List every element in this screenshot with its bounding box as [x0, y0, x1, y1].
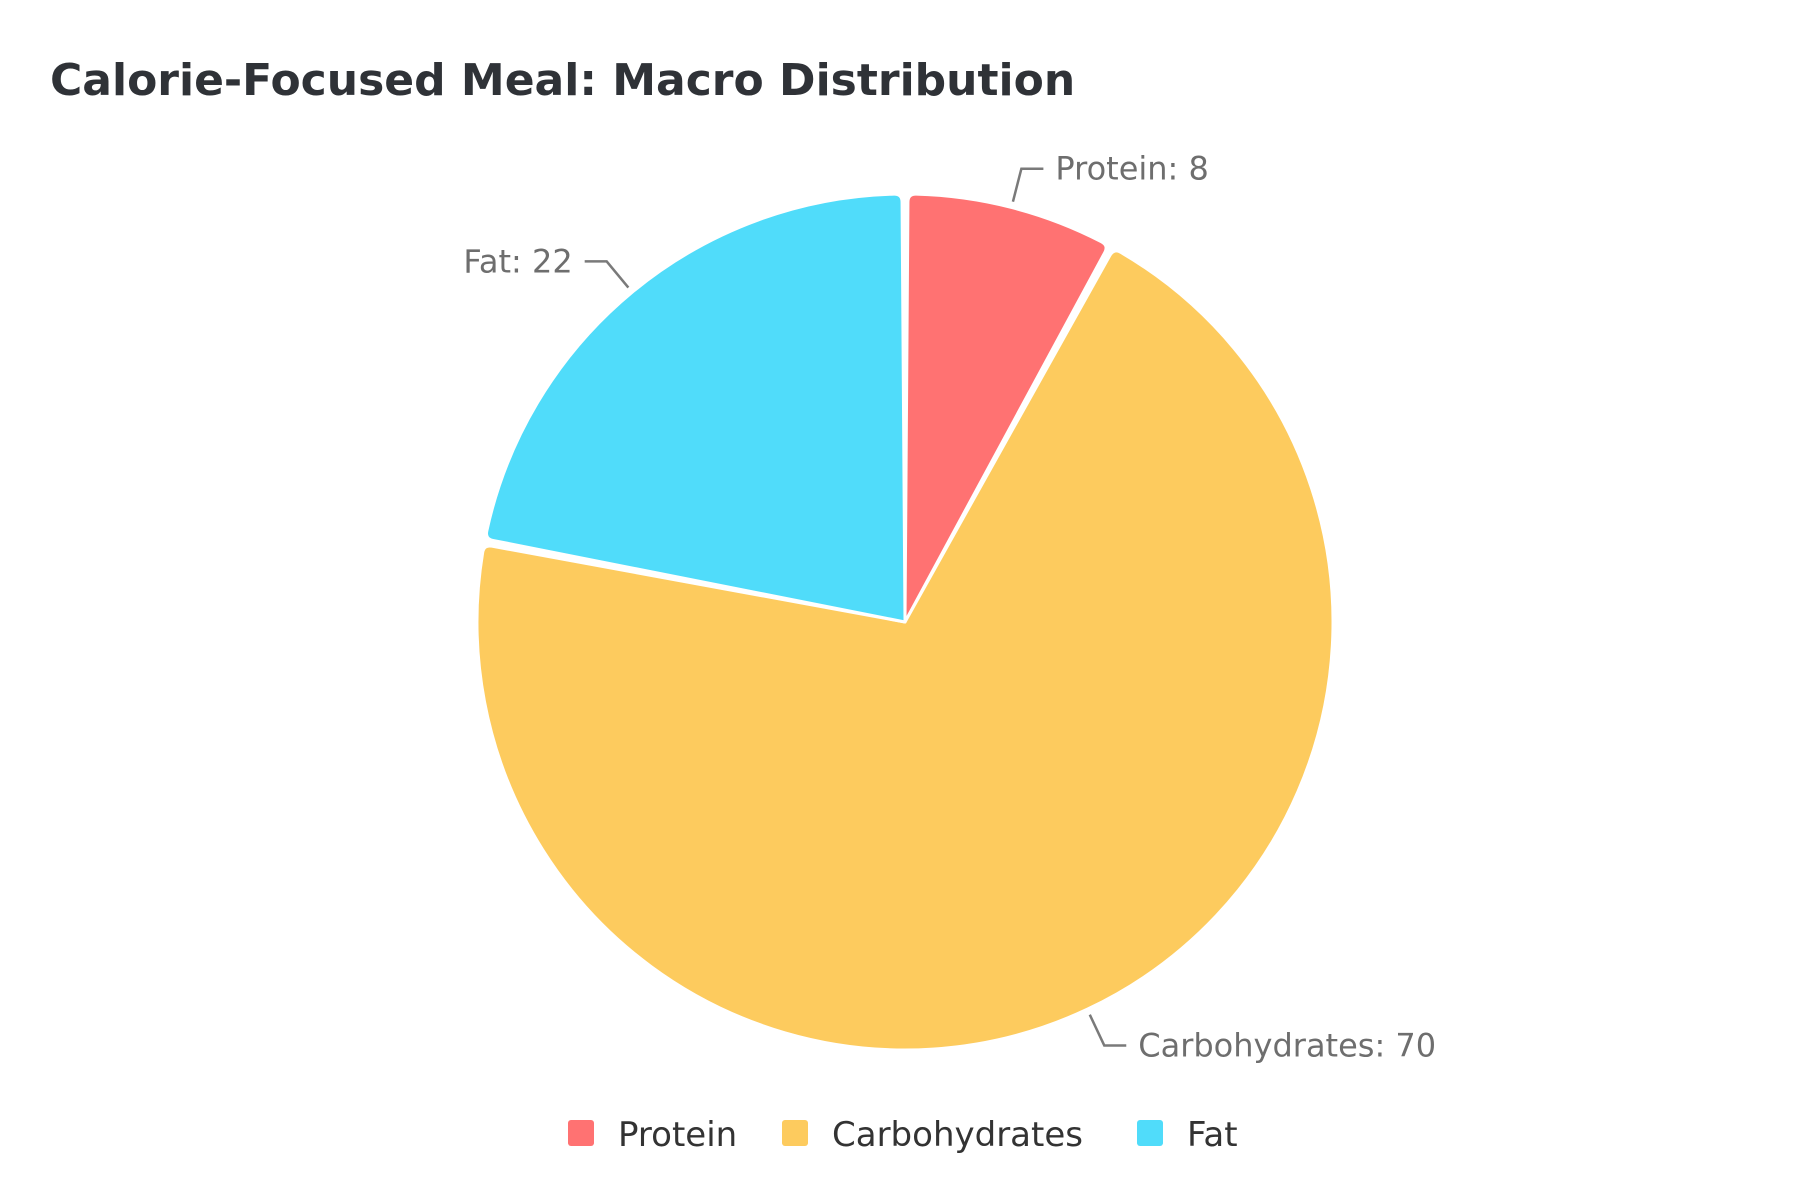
- slice-labels: Protein: 8 Carbohydrates: 70 Fat: 22: [463, 150, 1436, 1065]
- leader-line-protein: [1011, 167, 1044, 202]
- slice-label-fat: Fat: 22: [463, 242, 572, 280]
- legend-swatch-fat: [1137, 1120, 1163, 1146]
- legend-label-fat: Fat: [1187, 1115, 1238, 1155]
- slice-label-carbohydrates: Carbohydrates: 70: [1138, 1026, 1436, 1064]
- leader-line-carbohydrates: [1088, 1014, 1127, 1047]
- pie-slice-protein[interactable]: [903, 192, 1108, 624]
- legend-item-protein[interactable]: Protein: [568, 1115, 737, 1155]
- pie-slices: [475, 192, 1335, 1052]
- legend-item-fat[interactable]: Fat: [1137, 1115, 1238, 1155]
- legend-label-protein: Protein: [618, 1115, 737, 1155]
- slice-leader-lines: [584, 167, 1127, 1047]
- pie-slice-carbohydrates[interactable]: [475, 249, 1335, 1052]
- legend-label-carbohydrates: Carbohydrates: [832, 1115, 1083, 1155]
- legend-swatch-protein: [568, 1120, 594, 1146]
- slice-label-protein: Protein: 8: [1055, 150, 1208, 188]
- legend-item-carbohydrates[interactable]: Carbohydrates: [782, 1115, 1083, 1155]
- pie-slice-fat[interactable]: [485, 192, 907, 624]
- chart-legend: Protein Carbohydrates Fat: [568, 1115, 1238, 1155]
- chart-title: Calorie-Focused Meal: Macro Distribution: [50, 55, 1075, 106]
- leader-line-fat: [584, 260, 630, 289]
- legend-swatch-carbohydrates: [782, 1120, 808, 1146]
